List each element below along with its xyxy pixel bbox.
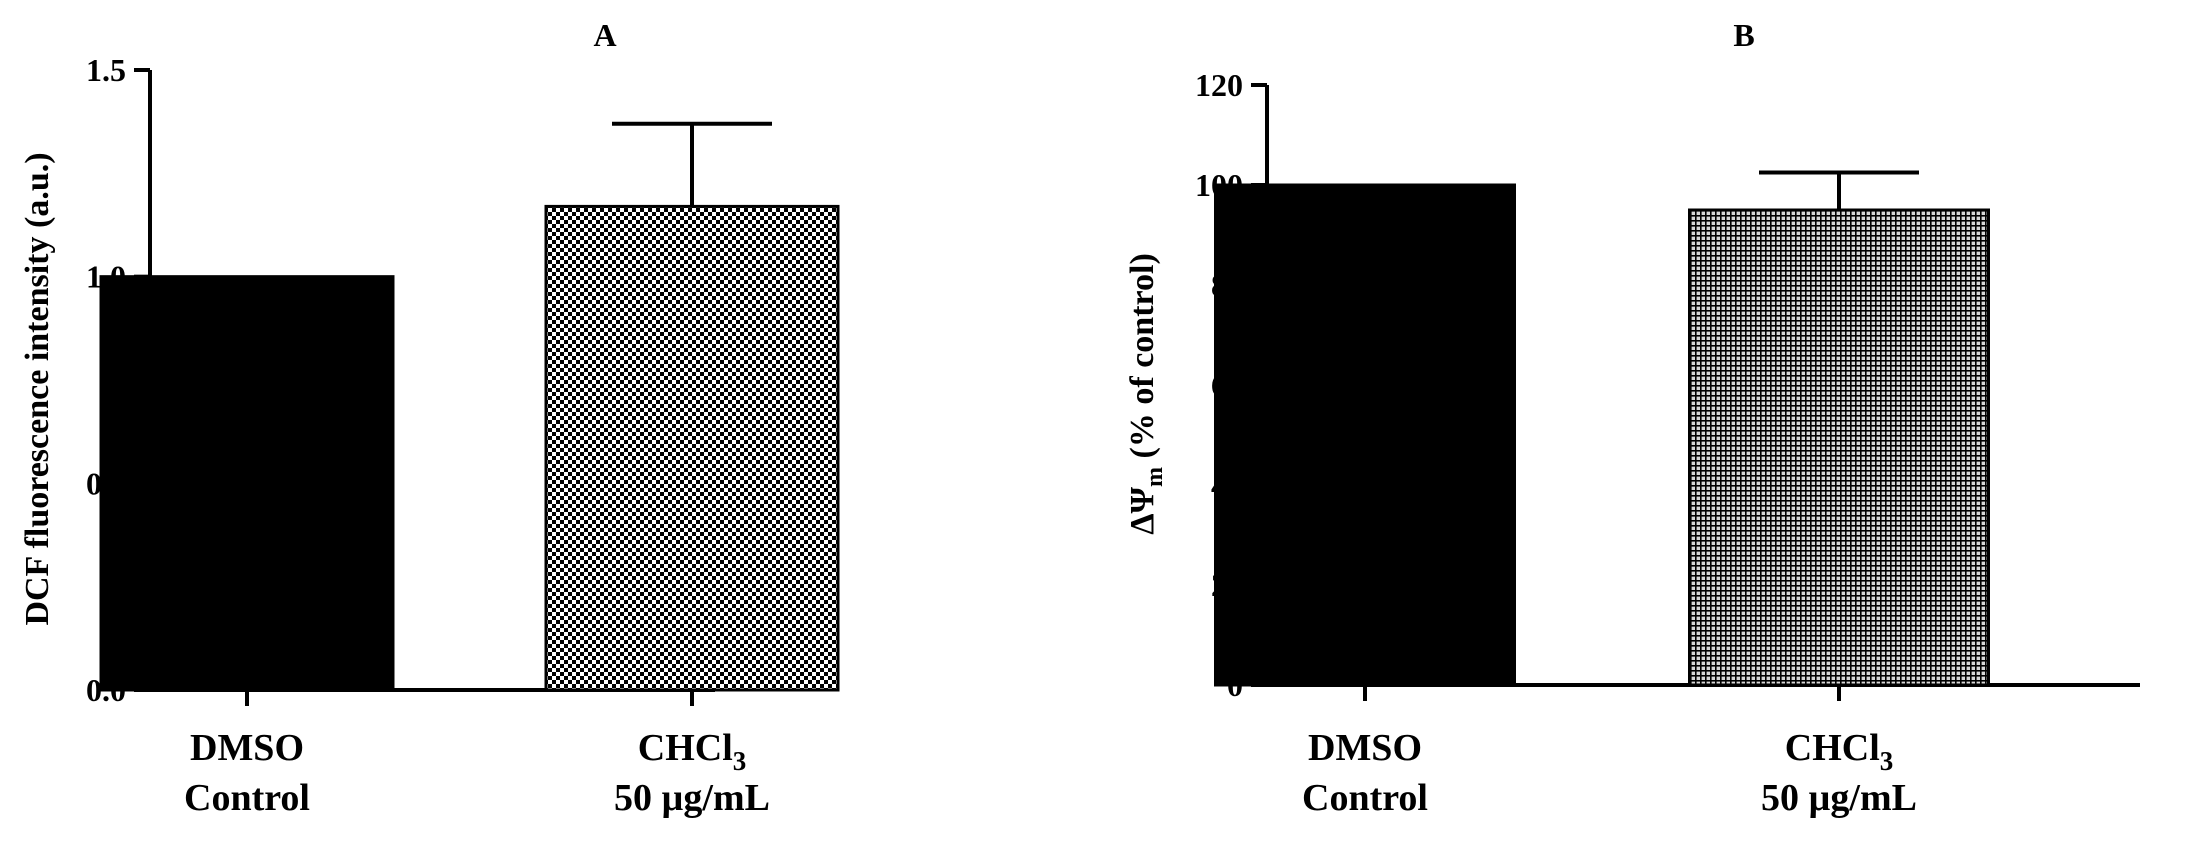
x-category-label-a-2-line2: 50 µg/mL <box>614 777 770 819</box>
bar-b-1 <box>1214 183 1516 687</box>
y-axis-title-b: ΔΨm (% of control) <box>1124 253 1168 535</box>
x-category-label-main: CHCl <box>638 727 733 769</box>
chart-panel-a: A DCF fluorescence intensity (a.u.) 0.00… <box>19 17 840 819</box>
x-category-label-a-1-line2: Control <box>184 777 310 819</box>
bars-a <box>99 121 840 692</box>
x-category-label-main: CHCl <box>1785 727 1880 769</box>
x-category-label-a-1-line1: DMSO <box>190 727 304 769</box>
chart-panel-b: B ΔΨm (% of control) 020406080100120 DMS… <box>1124 17 2140 819</box>
bar-a-1 <box>99 275 395 692</box>
bar-a-2 <box>544 204 840 692</box>
bars-b <box>1214 170 1990 687</box>
panel-label-a: A <box>593 17 616 53</box>
x-category-label-b-1-line2: Control <box>1302 777 1428 819</box>
x-category-label-b-2-line1: CHCl3 <box>1785 727 1894 776</box>
x-category-label-subscript: 3 <box>733 746 747 776</box>
x-category-label-b-2-line2: 50 µg/mL <box>1761 777 1917 819</box>
x-category-label-b-1-line1: DMSO <box>1308 727 1422 769</box>
x-category-label-main: DMSO <box>1308 727 1422 769</box>
y-axis-title-b-rest: (% of control) <box>1124 253 1161 467</box>
y-tick-label-b: 120 <box>1195 67 1243 103</box>
y-axis-title-b-main: ΔΨ <box>1124 486 1161 534</box>
y-axis-title-a: DCF fluorescence intensity (a.u.) <box>19 152 56 625</box>
y-axis-title-b-sub: m <box>1142 467 1168 487</box>
x-category-label-main: DMSO <box>190 727 304 769</box>
y-tick-label-a: 1.5 <box>86 52 126 88</box>
panel-label-b: B <box>1733 17 1754 53</box>
x-category-label-subscript: 3 <box>1880 746 1894 776</box>
bar-b-2 <box>1688 208 1990 687</box>
x-category-label-a-2-line1: CHCl3 <box>638 727 747 776</box>
